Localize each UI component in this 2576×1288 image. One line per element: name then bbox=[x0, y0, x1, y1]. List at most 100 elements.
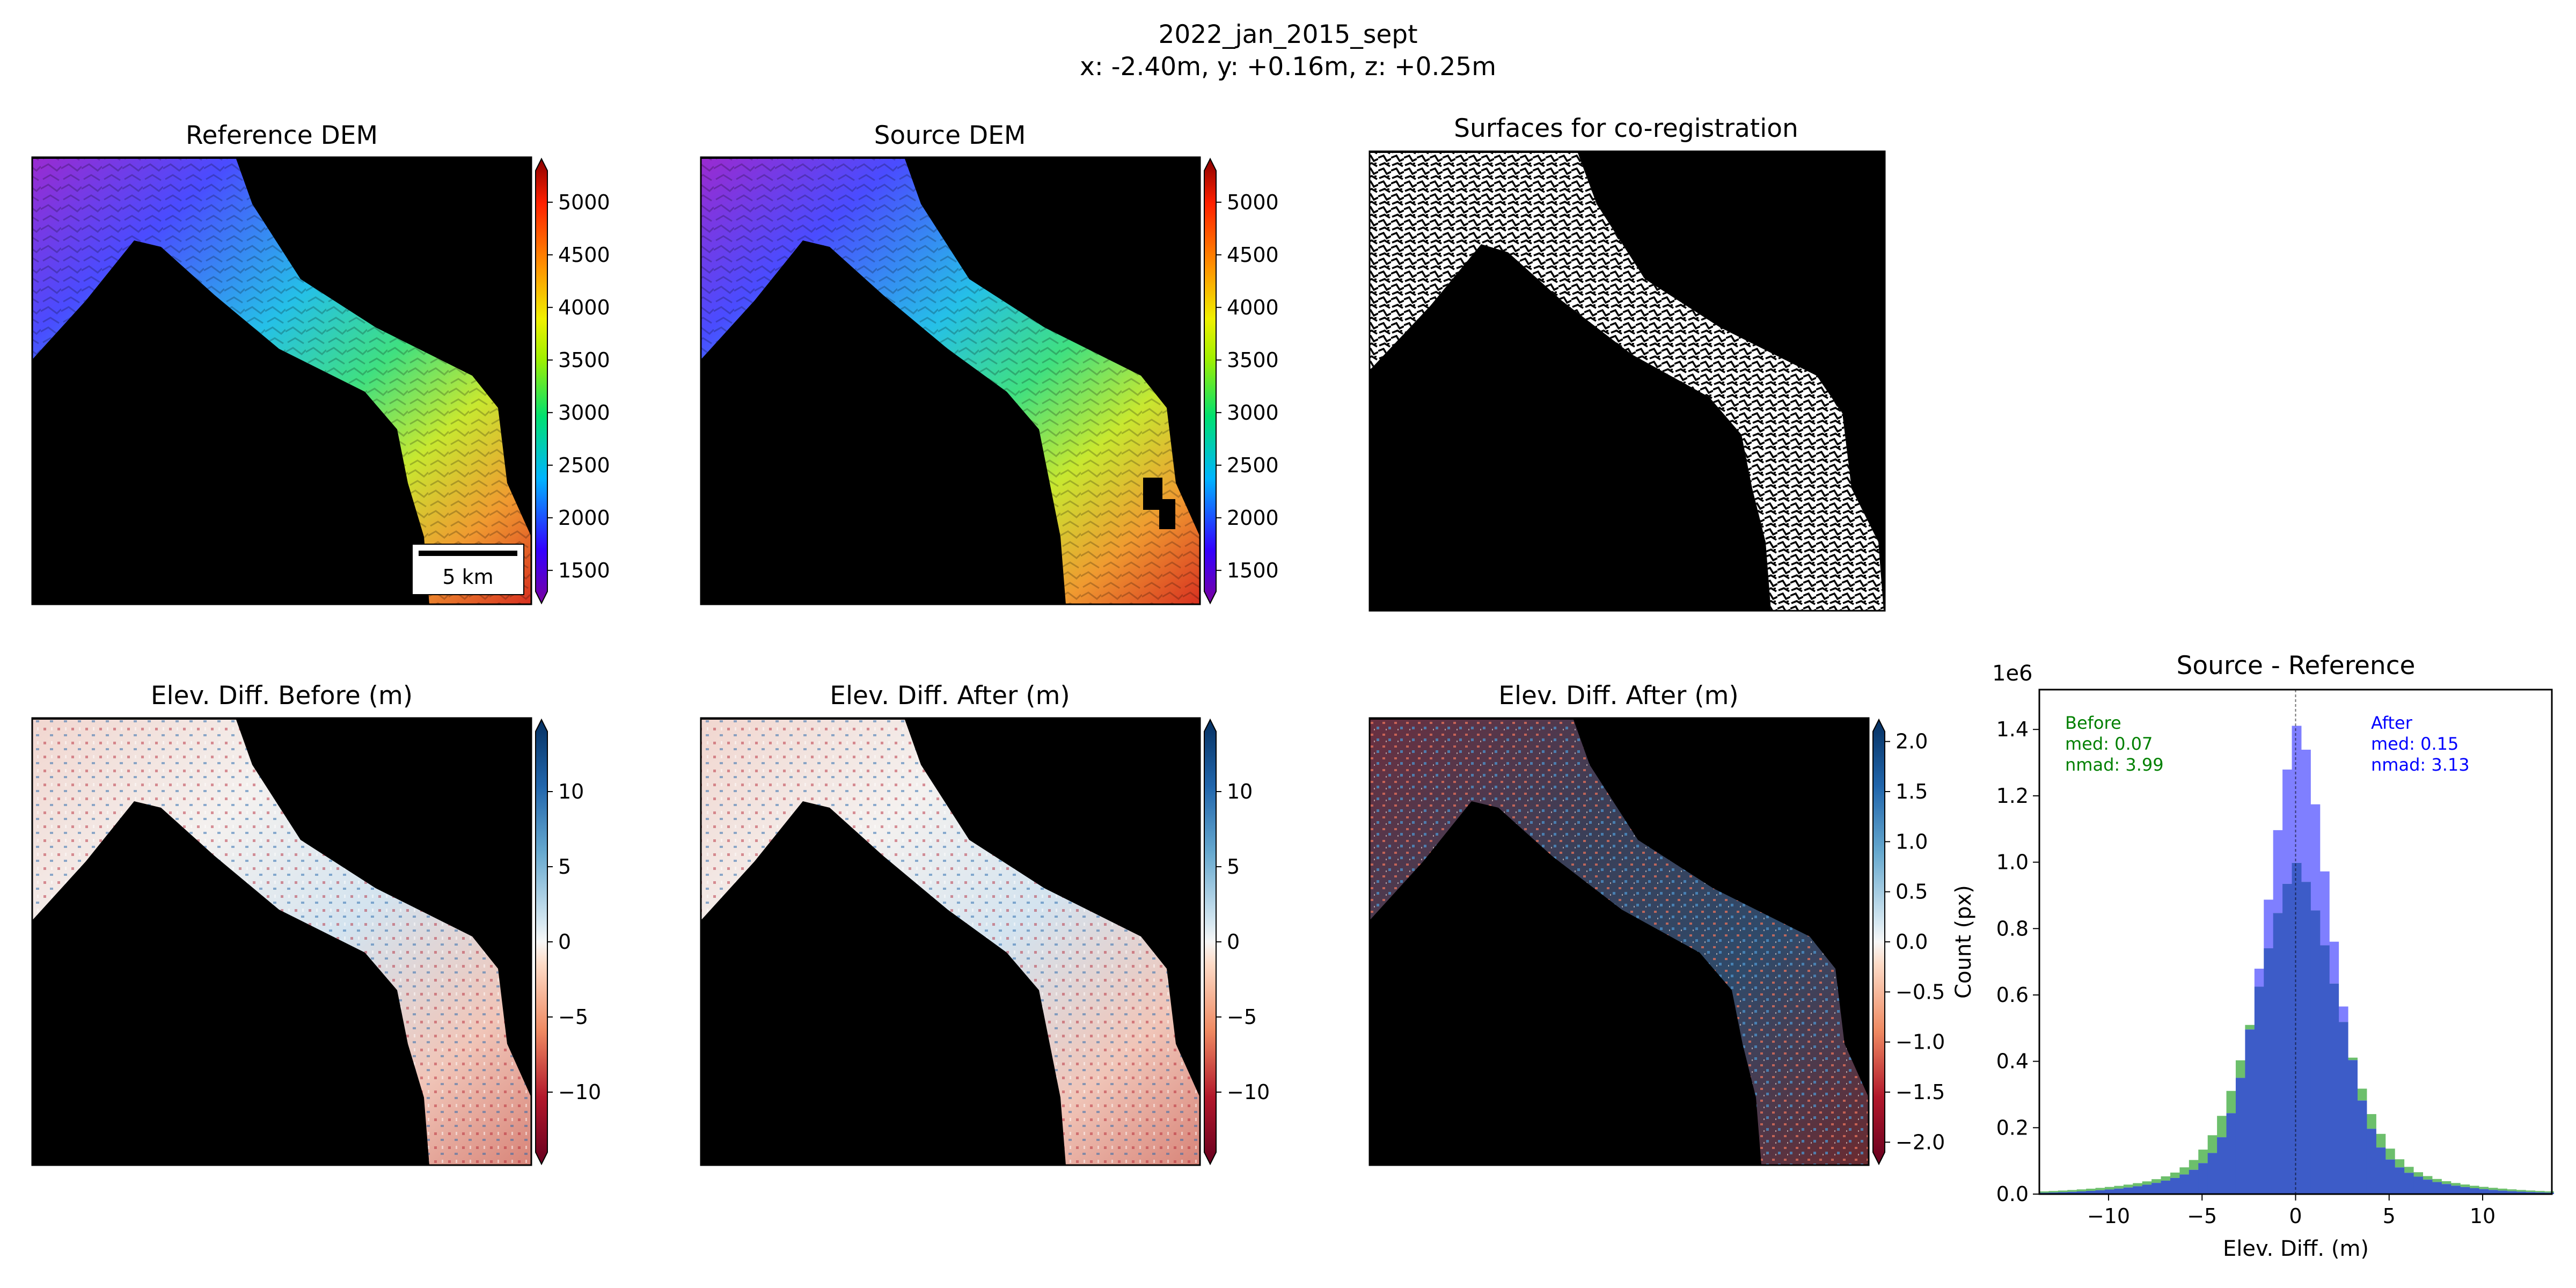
histogram-bar bbox=[2357, 1088, 2367, 1101]
histogram-bar bbox=[2048, 1191, 2059, 1193]
y-multiplier: 1e6 bbox=[1992, 661, 2033, 686]
histogram-bar bbox=[2273, 830, 2283, 913]
colorbar-tick-label: 1.0 bbox=[1896, 830, 1928, 853]
histogram-bar bbox=[2507, 1189, 2517, 1191]
colorbar-tick-label: 10 bbox=[558, 780, 584, 803]
colorbar-tick-label: 1500 bbox=[1227, 559, 1279, 582]
histogram-bar bbox=[2151, 1183, 2162, 1194]
histogram-bar bbox=[2413, 1176, 2424, 1194]
colorbar-tick-label: 1.5 bbox=[1896, 780, 1928, 803]
colorbar: −10 −5 0 5 10 bbox=[1204, 718, 1270, 1166]
map-frame bbox=[1368, 150, 1886, 612]
colorbar-tick-label: 3500 bbox=[558, 348, 610, 372]
histogram-bar bbox=[2058, 1190, 2068, 1192]
histogram-bar bbox=[2357, 1100, 2367, 1194]
x-tick-label: 10 bbox=[2470, 1204, 2496, 1228]
map-frame bbox=[700, 717, 1201, 1166]
histogram-bar bbox=[2329, 941, 2339, 984]
histogram-bar bbox=[2292, 862, 2302, 1194]
colorbar-tick-label: 5 bbox=[558, 855, 571, 879]
map-frame bbox=[1368, 717, 1870, 1166]
histogram-bar bbox=[2488, 1188, 2498, 1190]
histogram-bar bbox=[2095, 1188, 2105, 1190]
colorbar-tick-label: 4000 bbox=[558, 296, 610, 319]
colorbar: −10 −5 0 5 10 bbox=[535, 718, 601, 1166]
histogram-bar bbox=[2404, 1173, 2414, 1194]
histogram-bar bbox=[2058, 1192, 2068, 1194]
stats-after: After med: 0.15 nmad: 3.13 bbox=[2371, 713, 2470, 775]
histogram-bar bbox=[2235, 1078, 2245, 1194]
colorbar-gradient bbox=[1204, 718, 1217, 1166]
histogram-before-bars bbox=[2039, 1024, 2554, 1193]
histogram-bar bbox=[2076, 1191, 2087, 1194]
histogram-bar bbox=[2479, 1189, 2489, 1194]
histogram-bar bbox=[2282, 769, 2293, 884]
histogram-bar bbox=[2245, 1024, 2255, 1030]
histogram-bar bbox=[2526, 1190, 2536, 1192]
histogram-bar bbox=[2114, 1185, 2124, 1189]
histogram-bar bbox=[2254, 968, 2264, 987]
x-tick-label: −10 bbox=[2087, 1204, 2130, 1228]
colorbar-tick-label: −5 bbox=[558, 1005, 588, 1029]
colorbar-tick-label: 0 bbox=[1227, 930, 1240, 954]
histogram-bar bbox=[2207, 1153, 2218, 1194]
colorbar-tick-label: 2500 bbox=[1227, 453, 1279, 477]
histogram-bar bbox=[2319, 871, 2330, 946]
panel-histogram: Source - Reference 1e6 −10 −5 0 5 10 0.00.20… bbox=[1951, 651, 2554, 1261]
histogram-bar bbox=[2161, 1176, 2171, 1181]
histogram-bar bbox=[2198, 1150, 2208, 1163]
colorbar-tick-label: 4500 bbox=[1227, 243, 1279, 267]
unstable-texture bbox=[1370, 153, 1884, 611]
histogram-bar bbox=[2133, 1183, 2143, 1187]
histogram-bar bbox=[2264, 948, 2274, 1194]
histogram-bar bbox=[2413, 1172, 2424, 1177]
histogram-bar bbox=[2039, 1191, 2049, 1193]
histogram-bar bbox=[2067, 1191, 2077, 1194]
histogram-bar bbox=[2423, 1176, 2433, 1180]
histogram-bar bbox=[2441, 1184, 2451, 1194]
histogram-bar bbox=[2404, 1167, 2414, 1173]
histogram-bar bbox=[2310, 804, 2321, 911]
histogram-bar bbox=[2245, 1029, 2255, 1194]
colorbar-tick-label: 2500 bbox=[558, 453, 610, 477]
colorbar-tick-label: 0.5 bbox=[1896, 880, 1928, 904]
nmad-label: nmad: 3.99 bbox=[2065, 755, 2164, 775]
histogram-bar bbox=[2076, 1189, 2087, 1191]
histogram-bar bbox=[2329, 983, 2339, 1194]
histogram-bar bbox=[2207, 1135, 2218, 1153]
histogram-bar bbox=[2450, 1185, 2461, 1194]
colorbar-tick-label: −10 bbox=[1227, 1080, 1270, 1104]
histogram-bar bbox=[2235, 1060, 2245, 1078]
histogram-bar bbox=[2535, 1192, 2545, 1194]
colorbar-gradient bbox=[1872, 718, 1885, 1166]
panel-title: Surfaces for co-registration bbox=[1454, 114, 1798, 143]
histogram-bar bbox=[2348, 1057, 2358, 1060]
histogram-bar bbox=[2395, 1159, 2405, 1168]
histogram-bar bbox=[2423, 1180, 2433, 1194]
stats-before: Before med: 0.07 nmad: 3.99 bbox=[2065, 713, 2164, 775]
histogram-bar bbox=[2292, 726, 2302, 863]
y-axis-label: Count (px) bbox=[1951, 885, 1976, 999]
colorbar-tick-label: −0.5 bbox=[1896, 980, 1945, 1004]
histogram-bar bbox=[2366, 1129, 2376, 1194]
panel-title: Elev. Diff. Before (m) bbox=[151, 681, 413, 711]
y-axis: 0.0 0.2 0.4 0.6 0.8 1.0 1.2 1.4 bbox=[1996, 718, 2039, 1206]
colorbar-tick-label: −10 bbox=[558, 1080, 601, 1104]
histogram-bar bbox=[2526, 1192, 2536, 1194]
histogram-bar bbox=[2170, 1172, 2180, 1178]
colorbar: 1500 2000 2500 3000 3500 4000 4500 5000 bbox=[535, 157, 610, 605]
x-tick-label: 5 bbox=[2383, 1204, 2396, 1228]
histogram-after-bars bbox=[2254, 726, 2348, 1022]
histogram-bar bbox=[2104, 1189, 2114, 1194]
colorbar-tick-label: 5000 bbox=[558, 191, 610, 214]
colorbar: −2.0 −1.5 −1.0 −0.5 0.0 0.5 1.0 1.5 2.0 bbox=[1872, 718, 1945, 1166]
colorbar-tick-label: 5 bbox=[1227, 855, 1240, 879]
histogram-bar bbox=[2385, 1159, 2395, 1194]
histogram-bar bbox=[2460, 1187, 2470, 1194]
histogram-bar bbox=[2469, 1185, 2479, 1188]
y-tick-label: 1.4 bbox=[1996, 718, 2029, 741]
histogram-bar bbox=[2104, 1187, 2114, 1190]
histogram-bar bbox=[2282, 883, 2293, 1194]
histogram-bar bbox=[2469, 1188, 2479, 1194]
